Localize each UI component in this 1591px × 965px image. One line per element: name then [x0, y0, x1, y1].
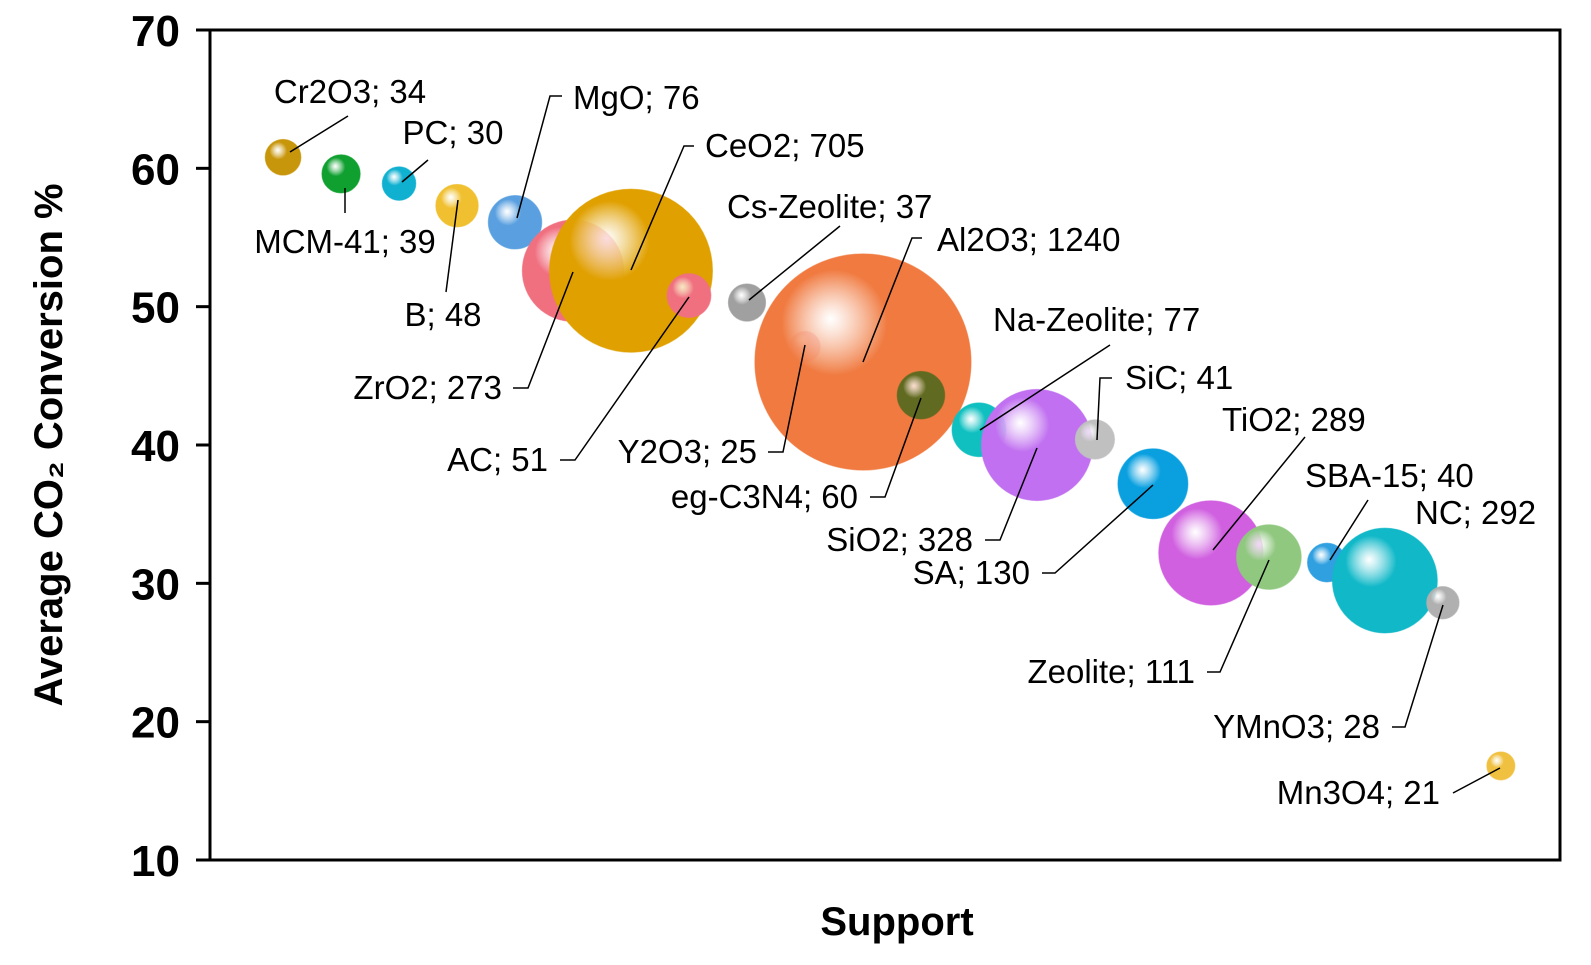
leader-line [1392, 604, 1444, 728]
data-label: MgO; 76 [573, 79, 700, 116]
bubble [264, 138, 302, 176]
data-label: SA; 130 [913, 554, 1030, 591]
bubbles [264, 138, 1516, 781]
data-label: eg-C3N4; 60 [671, 478, 858, 515]
data-label: ZrO2; 273 [353, 369, 502, 406]
data-label: CeO2; 705 [705, 127, 865, 164]
y-tick-label: 20 [131, 699, 180, 748]
bubble [727, 283, 767, 322]
data-label: SBA-15; 40 [1305, 457, 1474, 494]
data-label: AC; 51 [447, 441, 548, 478]
leader-line [979, 344, 1111, 431]
bubble [896, 370, 946, 420]
leader-line [870, 397, 922, 498]
leader-line [513, 271, 574, 389]
data-label: Na-Zeolite; 77 [993, 301, 1200, 338]
bubble [1486, 751, 1516, 781]
bubble [1331, 527, 1438, 634]
data-label: SiO2; 328 [826, 521, 973, 558]
leader-line [748, 225, 841, 301]
leader-line [1096, 377, 1112, 441]
bubble [381, 166, 417, 201]
y-tick-label: 30 [131, 560, 180, 609]
leader-line [630, 145, 694, 271]
data-label: Y2O3; 25 [618, 433, 757, 470]
y-tick-label: 70 [131, 7, 180, 56]
leader-line [445, 199, 459, 293]
data-label: YMnO3; 28 [1213, 708, 1380, 745]
bubble [754, 253, 972, 471]
y-axis-title: Average CO₂ Conversion % [27, 183, 71, 706]
leader-line [985, 447, 1038, 541]
bubble [1117, 448, 1189, 520]
data-label: Zeolite; 111 [1027, 653, 1195, 690]
data-label: NC; 292 [1415, 494, 1536, 531]
bubble [548, 188, 714, 353]
data-label: TiO2; 289 [1222, 401, 1366, 438]
leader-line [560, 296, 690, 461]
y-tick-label: 50 [131, 284, 180, 333]
bubble [1426, 585, 1460, 620]
y-tick-label: 40 [131, 422, 180, 471]
leader-line [768, 344, 806, 453]
leader-line [1212, 436, 1306, 551]
bubble [666, 273, 712, 319]
data-label: Mn3O4; 21 [1277, 774, 1440, 811]
leader-line [862, 237, 922, 363]
y-tick-label: 60 [131, 145, 180, 194]
data-label: B; 48 [404, 296, 481, 333]
labels: Cr2O3; 34 MCM-41; 39 PC; 30 B; 48 MgO; 76 ZrO… [254, 73, 1536, 811]
bubble [1236, 524, 1302, 590]
data-label: SiC; 41 [1125, 359, 1233, 396]
x-axis-title: Support [820, 900, 973, 944]
data-label: MCM-41; 39 [254, 223, 436, 260]
leader-line [401, 159, 429, 183]
leader-line [289, 115, 349, 153]
bubble [487, 195, 543, 250]
leader-line [516, 95, 562, 219]
data-label: PC; 30 [403, 114, 504, 151]
leader-line [1452, 767, 1501, 794]
bubble [1074, 419, 1116, 460]
bubble [321, 154, 361, 194]
data-label: Al2O3; 1240 [937, 221, 1120, 258]
data-label: Cr2O3; 34 [274, 73, 426, 110]
leader-line [1329, 499, 1369, 561]
leader-line [1042, 484, 1154, 574]
leader-line [1207, 559, 1270, 673]
y-tick-label: 10 [131, 837, 180, 886]
data-label: Cs-Zeolite; 37 [727, 188, 932, 225]
